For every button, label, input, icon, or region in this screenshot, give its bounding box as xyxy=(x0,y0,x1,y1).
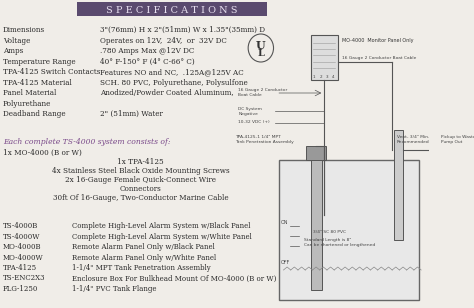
Text: 1: 1 xyxy=(313,75,316,79)
Text: Dimensions: Dimensions xyxy=(3,26,45,34)
FancyBboxPatch shape xyxy=(77,2,267,16)
Text: Voltage: Voltage xyxy=(3,37,30,44)
Text: Connectors: Connectors xyxy=(119,185,161,193)
Text: Amps: Amps xyxy=(3,47,23,55)
Text: 2x 16-Gauge Female Quick-Connect Wire: 2x 16-Gauge Female Quick-Connect Wire xyxy=(65,176,216,184)
Text: Polyurethane: Polyurethane xyxy=(3,99,51,107)
Text: U: U xyxy=(256,39,265,51)
Text: Standard Length is 8"
Can be shortened or lengthened: Standard Length is 8" Can be shortened o… xyxy=(304,238,375,247)
Bar xyxy=(306,146,326,160)
Text: 1x TPA-4125: 1x TPA-4125 xyxy=(117,158,164,166)
Text: TS-4000B: TS-4000B xyxy=(3,222,38,230)
Text: Panel Material: Panel Material xyxy=(3,89,56,97)
Text: 16 Gauge 2 Conductor
Boat Cable: 16 Gauge 2 Conductor Boat Cable xyxy=(238,88,287,97)
Text: SCH. 80 PVC, Polyurethane, Polysulfone: SCH. 80 PVC, Polyurethane, Polysulfone xyxy=(100,79,247,87)
Text: 1-1/4" MPT Tank Penetration Assembly: 1-1/4" MPT Tank Penetration Assembly xyxy=(73,264,211,272)
Text: Complete High-Level Alarm System w/White Panel: Complete High-Level Alarm System w/White… xyxy=(73,233,252,241)
Text: 4x Stainless Steel Black Oxide Mounting Screws: 4x Stainless Steel Black Oxide Mounting … xyxy=(52,167,229,175)
Text: 10-32 VDC (+): 10-32 VDC (+) xyxy=(238,120,270,124)
Text: Remote Alarm Panel Only w/White Panel: Remote Alarm Panel Only w/White Panel xyxy=(73,253,217,261)
Text: OFF: OFF xyxy=(281,260,290,265)
Text: FLG-1250: FLG-1250 xyxy=(3,285,38,293)
Text: 2: 2 xyxy=(319,75,322,79)
Text: 16 Gauge 2 Conductor Boat Cable: 16 Gauge 2 Conductor Boat Cable xyxy=(342,56,417,60)
Text: TPA-4125 Material: TPA-4125 Material xyxy=(3,79,72,87)
Text: TS-4000W: TS-4000W xyxy=(3,233,40,241)
Text: 2" (51mm) Water: 2" (51mm) Water xyxy=(100,110,163,118)
Text: 3"(76mm) H x 2"(51mm) W x 1.35"(35mm) D: 3"(76mm) H x 2"(51mm) W x 1.35"(35mm) D xyxy=(100,26,264,34)
Bar xyxy=(310,35,338,80)
Text: TPA-4125 Switch Contacts: TPA-4125 Switch Contacts xyxy=(3,68,100,76)
Text: DC System
Negative: DC System Negative xyxy=(238,107,262,116)
Text: 1x MO-4000 (B or W): 1x MO-4000 (B or W) xyxy=(3,149,82,157)
Text: 3/4" SC 80 PVC: 3/4" SC 80 PVC xyxy=(313,230,346,234)
Text: Remote Alarm Panel Only w/Black Panel: Remote Alarm Panel Only w/Black Panel xyxy=(73,243,215,251)
Text: ON: ON xyxy=(281,220,288,225)
Text: Complete High-Level Alarm System w/Black Panel: Complete High-Level Alarm System w/Black… xyxy=(73,222,251,230)
Text: MO-4000W: MO-4000W xyxy=(3,253,44,261)
Text: MO-4000  Monitor Panel Only: MO-4000 Monitor Panel Only xyxy=(342,38,414,43)
Text: 40° F-150° F (4° C-66° C): 40° F-150° F (4° C-66° C) xyxy=(100,58,194,66)
Text: Features NO and NC,  .125A@125V AC: Features NO and NC, .125A@125V AC xyxy=(100,68,243,76)
Text: L: L xyxy=(257,48,264,58)
Bar xyxy=(394,130,403,240)
Text: 3: 3 xyxy=(326,75,328,79)
Text: TS-ENC2X3: TS-ENC2X3 xyxy=(3,274,45,282)
Text: .780 Amps Max @12V DC: .780 Amps Max @12V DC xyxy=(100,47,194,55)
Text: MO-4000B: MO-4000B xyxy=(3,243,41,251)
Text: Operates on 12V,  24V,  or  32V DC: Operates on 12V, 24V, or 32V DC xyxy=(100,37,227,44)
Text: 4: 4 xyxy=(332,75,335,79)
Text: Anodized/Powder Coated Aluminum,: Anodized/Powder Coated Aluminum, xyxy=(100,89,233,97)
Text: Temperature Range: Temperature Range xyxy=(3,58,75,66)
Text: 1-1/4" PVC Tank Flange: 1-1/4" PVC Tank Flange xyxy=(73,285,157,293)
Text: Each complete TS-4000 system consists of:: Each complete TS-4000 system consists of… xyxy=(3,138,170,146)
Text: Vent- 3/4" Min.
Recommended: Vent- 3/4" Min. Recommended xyxy=(397,135,429,144)
Text: TPA-4125-1 1/4" MPT
Tank Penetration Assembly: TPA-4125-1 1/4" MPT Tank Penetration Ass… xyxy=(236,135,294,144)
Bar xyxy=(279,160,419,300)
Text: Deadband Range: Deadband Range xyxy=(3,110,65,118)
Text: 30ft Of 16-Gauge, Two-Conductor Marine Cable: 30ft Of 16-Gauge, Two-Conductor Marine C… xyxy=(53,194,228,202)
Bar xyxy=(310,160,321,290)
Text: S P E C I F I C A T I O N S: S P E C I F I C A T I O N S xyxy=(106,6,238,14)
Text: Pickup to Waste
Pump Out: Pickup to Waste Pump Out xyxy=(441,135,474,144)
Text: Enclosure Box For Bulkhead Mount Of MO-4000 (B or W): Enclosure Box For Bulkhead Mount Of MO-4… xyxy=(73,274,277,282)
Text: TPA-4125: TPA-4125 xyxy=(3,264,37,272)
